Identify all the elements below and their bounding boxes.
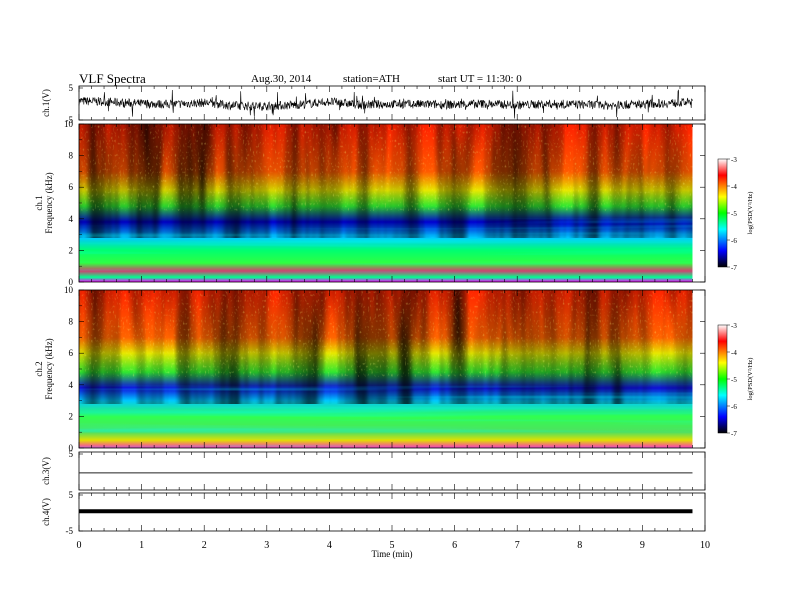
series-ch1-line	[78, 89, 693, 119]
colorbar-tick-label: -4	[731, 183, 737, 191]
y-tick-label: 10	[64, 119, 74, 129]
y-tick-label: 2	[69, 245, 74, 255]
x-tick-label: 2	[202, 540, 207, 551]
x-tick-label: 4	[327, 540, 332, 551]
colorbar-tick-label: -3	[731, 322, 737, 330]
y-tick-label: -5	[66, 115, 74, 125]
colorbar-label: log(PSD(V²/Hz)	[747, 192, 754, 235]
x-tick-label: 3	[264, 540, 269, 551]
colorbar-label: log(PSD(V²/Hz)	[747, 358, 754, 401]
x-tick-label: 7	[515, 540, 520, 551]
start-time-label: start UT = 11:30: 0	[438, 73, 522, 85]
colorbar-tick-label: -6	[731, 403, 737, 411]
y-tick-label: 0	[69, 277, 74, 287]
y-tick-label: 2	[69, 411, 74, 421]
spectrogram-ch2-speckle	[79, 290, 693, 377]
y-tick-label: 6	[69, 348, 74, 358]
y-axis-label: ch.1(V)	[41, 89, 51, 117]
station-label: station=ATH	[343, 73, 400, 85]
y-tick-label: 10	[64, 285, 74, 295]
x-tick-label: 0	[77, 540, 82, 551]
x-tick-label: 5	[390, 540, 395, 551]
y-tick-label: 8	[69, 151, 74, 161]
y-tick-label: 4	[69, 380, 74, 390]
y-tick-label: 4	[69, 214, 74, 224]
x-tick-label: 8	[577, 540, 582, 551]
y-tick-label: 5	[69, 490, 74, 500]
x-tick-label: 6	[452, 540, 457, 551]
y-axis-label: ch.1Frequency (kHz)	[34, 172, 54, 233]
y-tick-label: -5	[66, 526, 74, 536]
spectrogram-ch1-bands	[79, 218, 693, 282]
colorbar-ch2	[717, 324, 728, 434]
colorbar-tick-label: -4	[731, 349, 737, 357]
colorbar-tick-label: -5	[731, 376, 737, 384]
colorbar-tick-label: -5	[731, 210, 737, 218]
x-tick-label: 10	[700, 540, 710, 551]
colorbar-ch1	[717, 158, 728, 268]
date-label: Aug.30, 2014	[251, 73, 312, 85]
spectrogram-ch1-speckle	[79, 124, 693, 211]
colorbar-tick-label: -7	[731, 264, 737, 272]
y-axis-label: ch.3(V)	[41, 457, 51, 485]
y-tick-label: 6	[69, 182, 74, 192]
y-axis-label: ch.2Frequency (kHz)	[34, 338, 54, 399]
y-axis-label: ch.4(V)	[41, 498, 51, 526]
y-tick-label: 0	[69, 443, 74, 453]
x-tick-label: 1	[139, 540, 144, 551]
colorbar-tick-label: -6	[731, 237, 737, 245]
y-tick-label: 5	[69, 449, 74, 459]
y-tick-label: 5	[69, 83, 74, 93]
spectrogram-ch2-bands	[79, 384, 693, 448]
y-tick-label: 8	[69, 317, 74, 327]
colorbar-tick-label: -7	[731, 430, 737, 438]
x-tick-label: 9	[640, 540, 645, 551]
colorbar-tick-label: -3	[731, 156, 737, 164]
figure-title: VLF Spectra	[79, 71, 146, 86]
x-axis-label: Time (min)	[372, 549, 413, 559]
